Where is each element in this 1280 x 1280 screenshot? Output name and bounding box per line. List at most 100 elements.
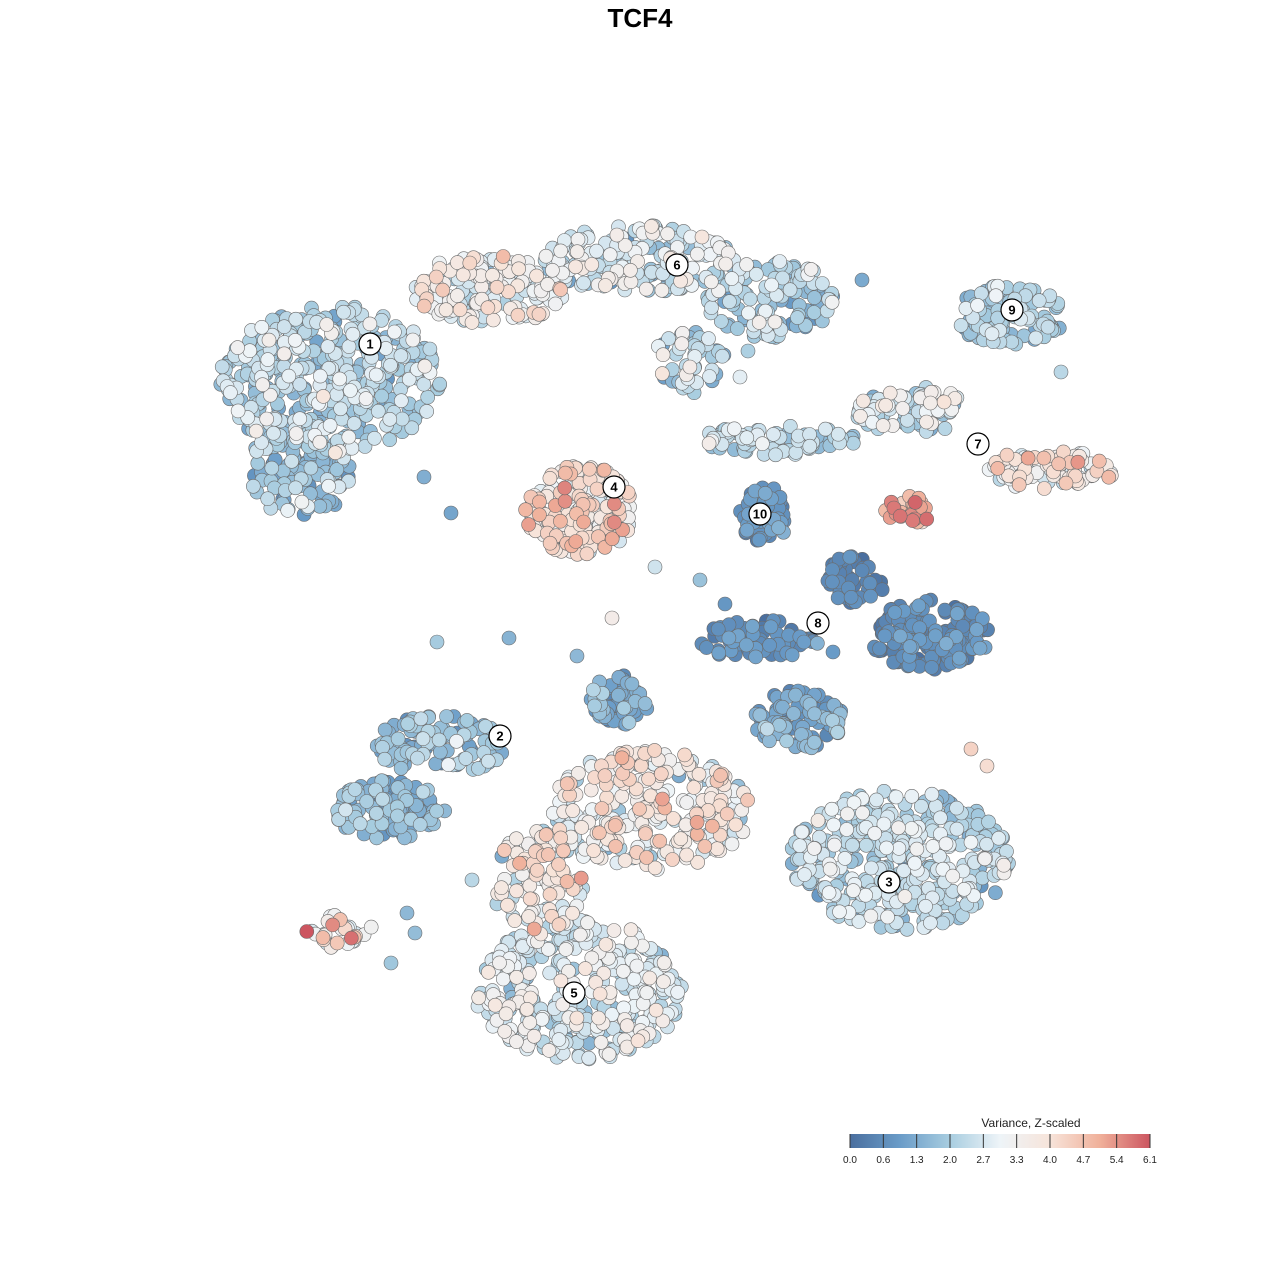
cell-point (315, 930, 331, 945)
cell-point (619, 1018, 635, 1033)
cell-point (345, 326, 361, 342)
cell-point (767, 314, 783, 330)
cluster-label-1: 1 (358, 332, 382, 356)
cell-point (377, 751, 393, 767)
cell-point (312, 368, 328, 384)
legend-tick-label: 0.0 (843, 1155, 857, 1166)
cell-point (654, 282, 670, 298)
cell-point (570, 232, 586, 247)
cell-point (587, 698, 602, 714)
cell-point (647, 559, 663, 575)
cell-point (553, 282, 568, 297)
cell-point (782, 282, 798, 298)
cell-point (887, 605, 903, 620)
cell-point (480, 300, 496, 316)
cell-point (458, 751, 474, 766)
legend-tick-label: 4.0 (1043, 1155, 1057, 1166)
cell-point (415, 731, 431, 747)
cell-point (826, 817, 842, 833)
cell-point (542, 535, 558, 551)
cell-point (824, 294, 840, 310)
cell-point (569, 648, 585, 664)
cell-point (748, 266, 764, 282)
cell-point (478, 719, 493, 734)
cell-point (788, 445, 804, 460)
cell-point (784, 647, 800, 663)
cell-point (899, 921, 915, 937)
cell-point (633, 758, 649, 774)
cell-point (647, 743, 662, 758)
cell-point (254, 319, 270, 335)
cell-point (892, 628, 908, 644)
cell-point (510, 307, 526, 323)
cell-point (604, 610, 620, 626)
cluster-label-text: 10 (753, 507, 767, 522)
cell-point (557, 480, 573, 496)
cell-point (393, 393, 409, 409)
cell-point (417, 358, 433, 374)
cell-point (358, 391, 374, 406)
legend-tick-label: 6.1 (1143, 1155, 1157, 1166)
cell-point (970, 298, 985, 313)
cell-point (682, 359, 698, 375)
cell-point (755, 436, 770, 452)
cell-point (568, 534, 584, 549)
cell-point (692, 572, 708, 588)
cell-point (276, 346, 292, 362)
cell-point (589, 481, 605, 497)
cell-point (438, 302, 454, 318)
cell-point (540, 847, 556, 862)
cluster-label-text: 5 (570, 986, 577, 1001)
cell-point (362, 316, 378, 332)
cell-point (569, 244, 585, 259)
cell-point (845, 837, 860, 853)
cell-point (739, 430, 755, 446)
cell-point (919, 511, 935, 527)
cell-point (875, 418, 891, 433)
cell-point (255, 377, 270, 393)
cell-point (558, 942, 574, 957)
cell-point (739, 257, 754, 272)
cell-point (518, 502, 533, 518)
cell-point (984, 326, 1000, 342)
cell-point (924, 660, 940, 675)
cluster-label-text: 2 (496, 729, 503, 744)
cell-point (758, 303, 773, 319)
cell-point (818, 421, 833, 437)
cell-point (507, 913, 523, 928)
cell-point (596, 462, 612, 478)
cell-point (492, 955, 507, 971)
cell-point (703, 274, 719, 290)
cell-point (390, 808, 405, 824)
cell-point (246, 478, 261, 494)
cell-point (352, 816, 368, 832)
cell-point (911, 598, 927, 614)
cell-point (580, 915, 595, 931)
cell-point (593, 1035, 609, 1050)
cell-point (287, 332, 303, 348)
cell-point (648, 1002, 664, 1018)
cell-point (721, 630, 737, 646)
cell-point (413, 711, 429, 727)
cell-point (830, 426, 846, 442)
cell-point (928, 628, 943, 644)
cell-point (393, 760, 409, 776)
cell-point (855, 393, 871, 409)
cell-point (393, 348, 409, 364)
cell-point (757, 485, 773, 501)
cell-point (923, 915, 938, 931)
cell-point (615, 963, 631, 979)
cell-point (830, 590, 846, 606)
cell-point (717, 596, 733, 612)
cell-point (937, 421, 953, 436)
cell-point (405, 332, 421, 348)
cell-point (416, 469, 432, 485)
cell-point (312, 434, 328, 450)
cell-point (489, 279, 505, 295)
cell-point (416, 376, 432, 392)
cell-point (629, 958, 645, 974)
cell-point (591, 1010, 606, 1026)
cell-point (949, 800, 964, 816)
cell-point (601, 1047, 617, 1062)
cell-point (508, 831, 524, 847)
